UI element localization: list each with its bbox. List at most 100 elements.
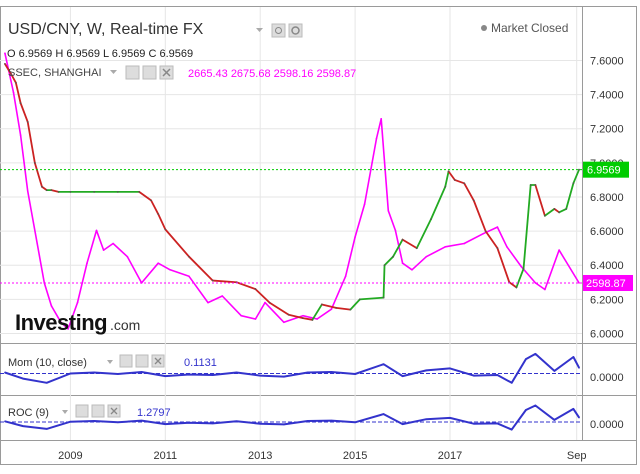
price-tick-label: 6.4000 <box>590 260 624 272</box>
gear-icon[interactable] <box>288 23 303 38</box>
ssec-point <box>411 268 413 271</box>
ssec-point <box>544 288 546 291</box>
usdcny-point <box>349 308 352 311</box>
ssec-point <box>4 52 6 54</box>
usdcny-segment <box>335 306 352 311</box>
ssec-point <box>86 262 88 265</box>
mom-dropdown-icon[interactable] <box>107 360 113 364</box>
overlay-gear-icon[interactable] <box>142 65 157 80</box>
usdcny-segment <box>453 179 466 185</box>
ssec-point <box>240 314 243 317</box>
mom-point <box>117 373 119 375</box>
mom-gear-icon[interactable] <box>135 354 149 368</box>
roc-dropdown-icon[interactable] <box>62 410 68 414</box>
usdcny-segment <box>430 185 447 221</box>
title-dropdown-icon[interactable] <box>256 28 263 32</box>
ssec-point <box>394 229 397 232</box>
logo-text: Investing <box>15 310 107 335</box>
mom-point <box>235 371 238 374</box>
usdcny-segment <box>558 208 568 214</box>
usdcny-point <box>69 191 72 193</box>
usdcny-point <box>529 184 532 186</box>
mom-legend: Mom (10, close) 0.1131 <box>8 354 217 369</box>
overlay-eye-icon[interactable] <box>125 65 140 80</box>
usdcny-segment <box>211 279 238 284</box>
usdcny-point <box>10 73 12 75</box>
mom-title: Mom (10, close) <box>8 357 87 369</box>
roc-point <box>425 418 428 421</box>
ssec-point <box>26 190 29 192</box>
usdcny-point <box>57 191 60 193</box>
mom-point <box>69 372 72 375</box>
mom-point <box>45 381 48 384</box>
roc-point <box>306 420 309 422</box>
ssec-point <box>387 209 390 212</box>
investing-logo: Investing .com <box>15 310 140 335</box>
mom-point <box>188 373 190 376</box>
ssec-point <box>12 91 15 94</box>
roc-legend: ROC (9) 1.2797 <box>8 404 171 419</box>
ssec-point <box>254 318 257 320</box>
usdcny-segment <box>164 228 190 258</box>
usdcny-point <box>188 255 190 258</box>
usdcny-point <box>401 238 404 241</box>
roc-point <box>93 420 95 422</box>
usdcny-segment <box>553 208 561 214</box>
roc-point <box>283 423 285 426</box>
ohlc-values: O 6.9569 H 6.9569 L 6.9569 C 6.9569 <box>7 48 193 60</box>
mom-point <box>496 374 499 376</box>
ssec-point <box>50 305 53 307</box>
usdcny-point <box>93 191 95 193</box>
ssec-point <box>401 262 404 265</box>
time-tick-label: 2015 <box>343 450 367 462</box>
roc-point <box>330 419 333 422</box>
mom-point <box>382 363 385 366</box>
roc-gear-icon[interactable] <box>91 404 105 418</box>
mom-value: 0.1131 <box>184 357 217 369</box>
usdcny-point <box>26 121 29 123</box>
market-status: Market Closed <box>491 21 568 35</box>
usdcny-point <box>430 218 432 220</box>
ssec-point <box>302 314 304 317</box>
mom-point <box>472 374 475 377</box>
market-status-dot <box>481 25 487 31</box>
ssec-point <box>354 236 356 238</box>
usdcny-segment <box>484 230 499 250</box>
price-tick-label: 7.2000 <box>590 124 624 136</box>
price-tick-label: 6.0000 <box>590 328 624 340</box>
ssec-point <box>363 203 366 205</box>
usdcny-segment <box>268 301 290 316</box>
ssec-point <box>520 265 522 268</box>
mom-point <box>306 371 309 374</box>
overlay-values: 2665.43 2675.68 2598.16 2598.87 <box>188 68 356 80</box>
ssec-point <box>188 275 190 278</box>
usdcny-point <box>15 81 17 84</box>
ssec-point <box>534 282 537 284</box>
usdcny-segment <box>26 120 36 164</box>
roc-zero-label: 0.0000 <box>590 419 624 431</box>
usdcny-point <box>211 279 214 282</box>
usdcny-segment <box>235 281 257 291</box>
mom-eye-icon[interactable] <box>119 354 133 368</box>
eye-icon[interactable] <box>271 23 286 38</box>
ssec-point <box>102 249 105 251</box>
roc-point <box>211 422 214 425</box>
ssec-series-line <box>4 52 580 330</box>
mom-zero-label: 0.0000 <box>590 372 624 384</box>
roc-value: 1.2797 <box>137 407 171 419</box>
gear-icon-shape <box>291 26 300 35</box>
usdcny-point <box>578 168 580 171</box>
usdcny-segment <box>19 102 29 123</box>
usdcny-segment <box>447 170 456 181</box>
usdcny-point <box>157 213 160 215</box>
roc-eye-icon[interactable] <box>75 404 89 418</box>
roc-point <box>4 420 6 423</box>
usdcny-point <box>472 199 475 202</box>
overlay-dropdown-icon[interactable] <box>110 70 117 74</box>
usdcny-point <box>453 179 456 181</box>
usdcny-segment <box>33 161 43 188</box>
roc-point <box>510 428 513 431</box>
usdcny-point <box>164 228 167 231</box>
ssec-point <box>76 301 79 304</box>
